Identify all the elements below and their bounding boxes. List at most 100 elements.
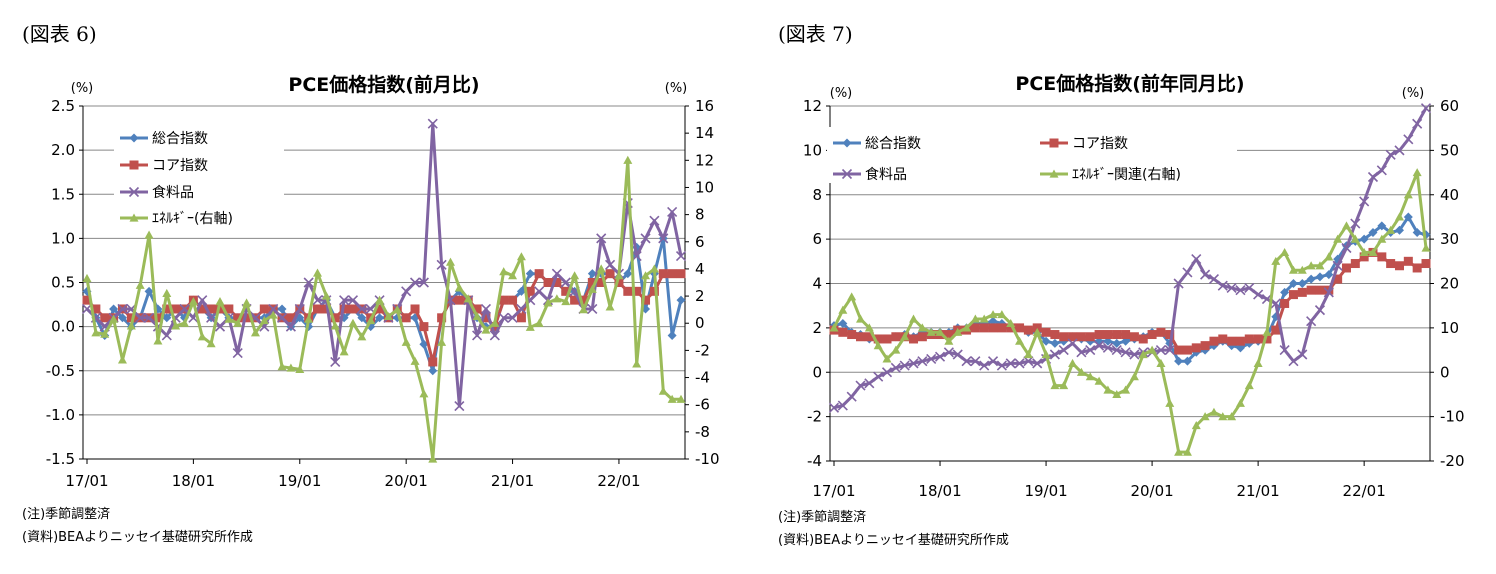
data-point-0 — [375, 313, 385, 323]
data-point-1 — [215, 304, 225, 314]
data-point-3 — [847, 292, 857, 301]
data-point-3 — [313, 268, 323, 277]
data-point-3 — [1394, 212, 1404, 221]
data-point-3 — [1015, 336, 1025, 345]
y-tick-right: -6 — [695, 396, 710, 414]
data-point-2 — [1235, 285, 1246, 296]
data-point-1 — [153, 313, 163, 323]
data-point-0 — [277, 304, 287, 314]
y-tick-right: -2 — [695, 341, 710, 359]
data-point-2 — [1403, 134, 1414, 145]
data-point-2 — [232, 348, 243, 359]
data-point-3 — [100, 329, 110, 338]
data-point-3 — [1235, 398, 1245, 407]
data-point-3 — [1227, 412, 1237, 421]
x-tick-label: 17/01 — [812, 482, 855, 500]
data-point-1 — [472, 304, 482, 314]
data-point-3 — [126, 321, 136, 330]
data-point-2 — [1182, 267, 1193, 278]
data-point-3 — [135, 280, 145, 289]
data-point-0 — [357, 313, 367, 323]
data-point-3 — [499, 267, 509, 276]
data-point-1 — [578, 295, 588, 305]
data-point-0 — [162, 313, 172, 323]
data-point-3 — [561, 297, 571, 306]
data-point-0 — [1368, 227, 1378, 237]
data-point-3 — [215, 297, 225, 306]
y-tick-right: -8 — [695, 423, 710, 441]
note-seasonal: (注)季節調整済 — [778, 510, 867, 525]
data-point-0 — [1306, 274, 1316, 284]
data-point-2 — [1191, 254, 1202, 265]
data-point-2 — [1270, 298, 1281, 309]
data-point-2 — [1102, 342, 1113, 353]
data-point-3 — [667, 394, 677, 403]
data-point-3 — [268, 310, 278, 319]
data-point-3 — [1315, 261, 1325, 270]
data-point-3 — [454, 283, 464, 292]
data-point-3 — [944, 336, 954, 345]
data-point-2 — [890, 362, 901, 373]
x-tick-label: 20/01 — [385, 472, 428, 490]
data-point-3 — [82, 273, 92, 283]
y-tick-right: 2 — [695, 287, 705, 305]
data-point-0 — [1359, 234, 1369, 244]
data-point-2 — [1058, 344, 1069, 356]
data-point-2 — [1111, 344, 1122, 356]
data-point-2 — [480, 303, 492, 315]
data-point-2 — [489, 330, 500, 341]
data-point-1 — [1015, 323, 1025, 333]
data-point-2 — [1376, 165, 1387, 176]
data-point-0 — [1412, 227, 1422, 237]
data-point-1 — [856, 332, 866, 342]
data-point-1 — [1174, 345, 1184, 355]
data-point-1 — [649, 286, 659, 296]
y-tick-right: 10 — [1440, 319, 1459, 337]
y-tick-left: 0 — [812, 363, 822, 381]
chart-title: PCE価格指数(前年同月比) — [1015, 72, 1244, 95]
data-point-3 — [445, 257, 455, 266]
data-point-0 — [676, 295, 686, 305]
data-point-3 — [649, 264, 659, 273]
data-point-1 — [410, 304, 420, 314]
data-point-3 — [481, 325, 491, 334]
data-point-1 — [658, 269, 668, 279]
data-point-2 — [675, 250, 687, 262]
data-point-2 — [828, 402, 840, 413]
data-point-3 — [1333, 234, 1343, 243]
data-point-3 — [180, 318, 190, 327]
data-point-1 — [667, 269, 677, 279]
data-point-2 — [1067, 338, 1078, 349]
legend-label-2: 食料品 — [865, 166, 907, 183]
data-point-1 — [1377, 252, 1387, 262]
data-point-1 — [1121, 330, 1131, 340]
data-point-2 — [507, 312, 518, 323]
y-tick-left: 0.0 — [51, 318, 75, 336]
data-point-3 — [979, 314, 989, 323]
data-point-2 — [1253, 289, 1264, 300]
legend-marker-0 — [129, 133, 139, 143]
y-tick-left: 1.5 — [51, 185, 75, 203]
data-point-3 — [304, 314, 314, 323]
data-point-0 — [1315, 272, 1325, 282]
data-point-1 — [1421, 259, 1431, 269]
data-point-3 — [935, 327, 945, 336]
data-point-3 — [970, 314, 980, 323]
data-point-2 — [1129, 349, 1140, 360]
x-tick-label: 17/01 — [65, 472, 108, 490]
data-point-2 — [1341, 242, 1352, 254]
data-point-0 — [1324, 270, 1334, 280]
data-point-3 — [1288, 265, 1298, 274]
data-point-1 — [979, 323, 989, 333]
data-point-2 — [117, 303, 128, 315]
data-point-1 — [233, 313, 243, 323]
data-point-2 — [1094, 340, 1105, 351]
data-point-3 — [357, 332, 367, 341]
data-point-3 — [525, 322, 535, 331]
data-point-3 — [1350, 234, 1360, 243]
data-point-1 — [1103, 330, 1113, 340]
data-point-1 — [1218, 334, 1228, 344]
data-point-1 — [543, 278, 553, 287]
data-point-1 — [641, 295, 651, 305]
data-point-2 — [268, 303, 279, 315]
